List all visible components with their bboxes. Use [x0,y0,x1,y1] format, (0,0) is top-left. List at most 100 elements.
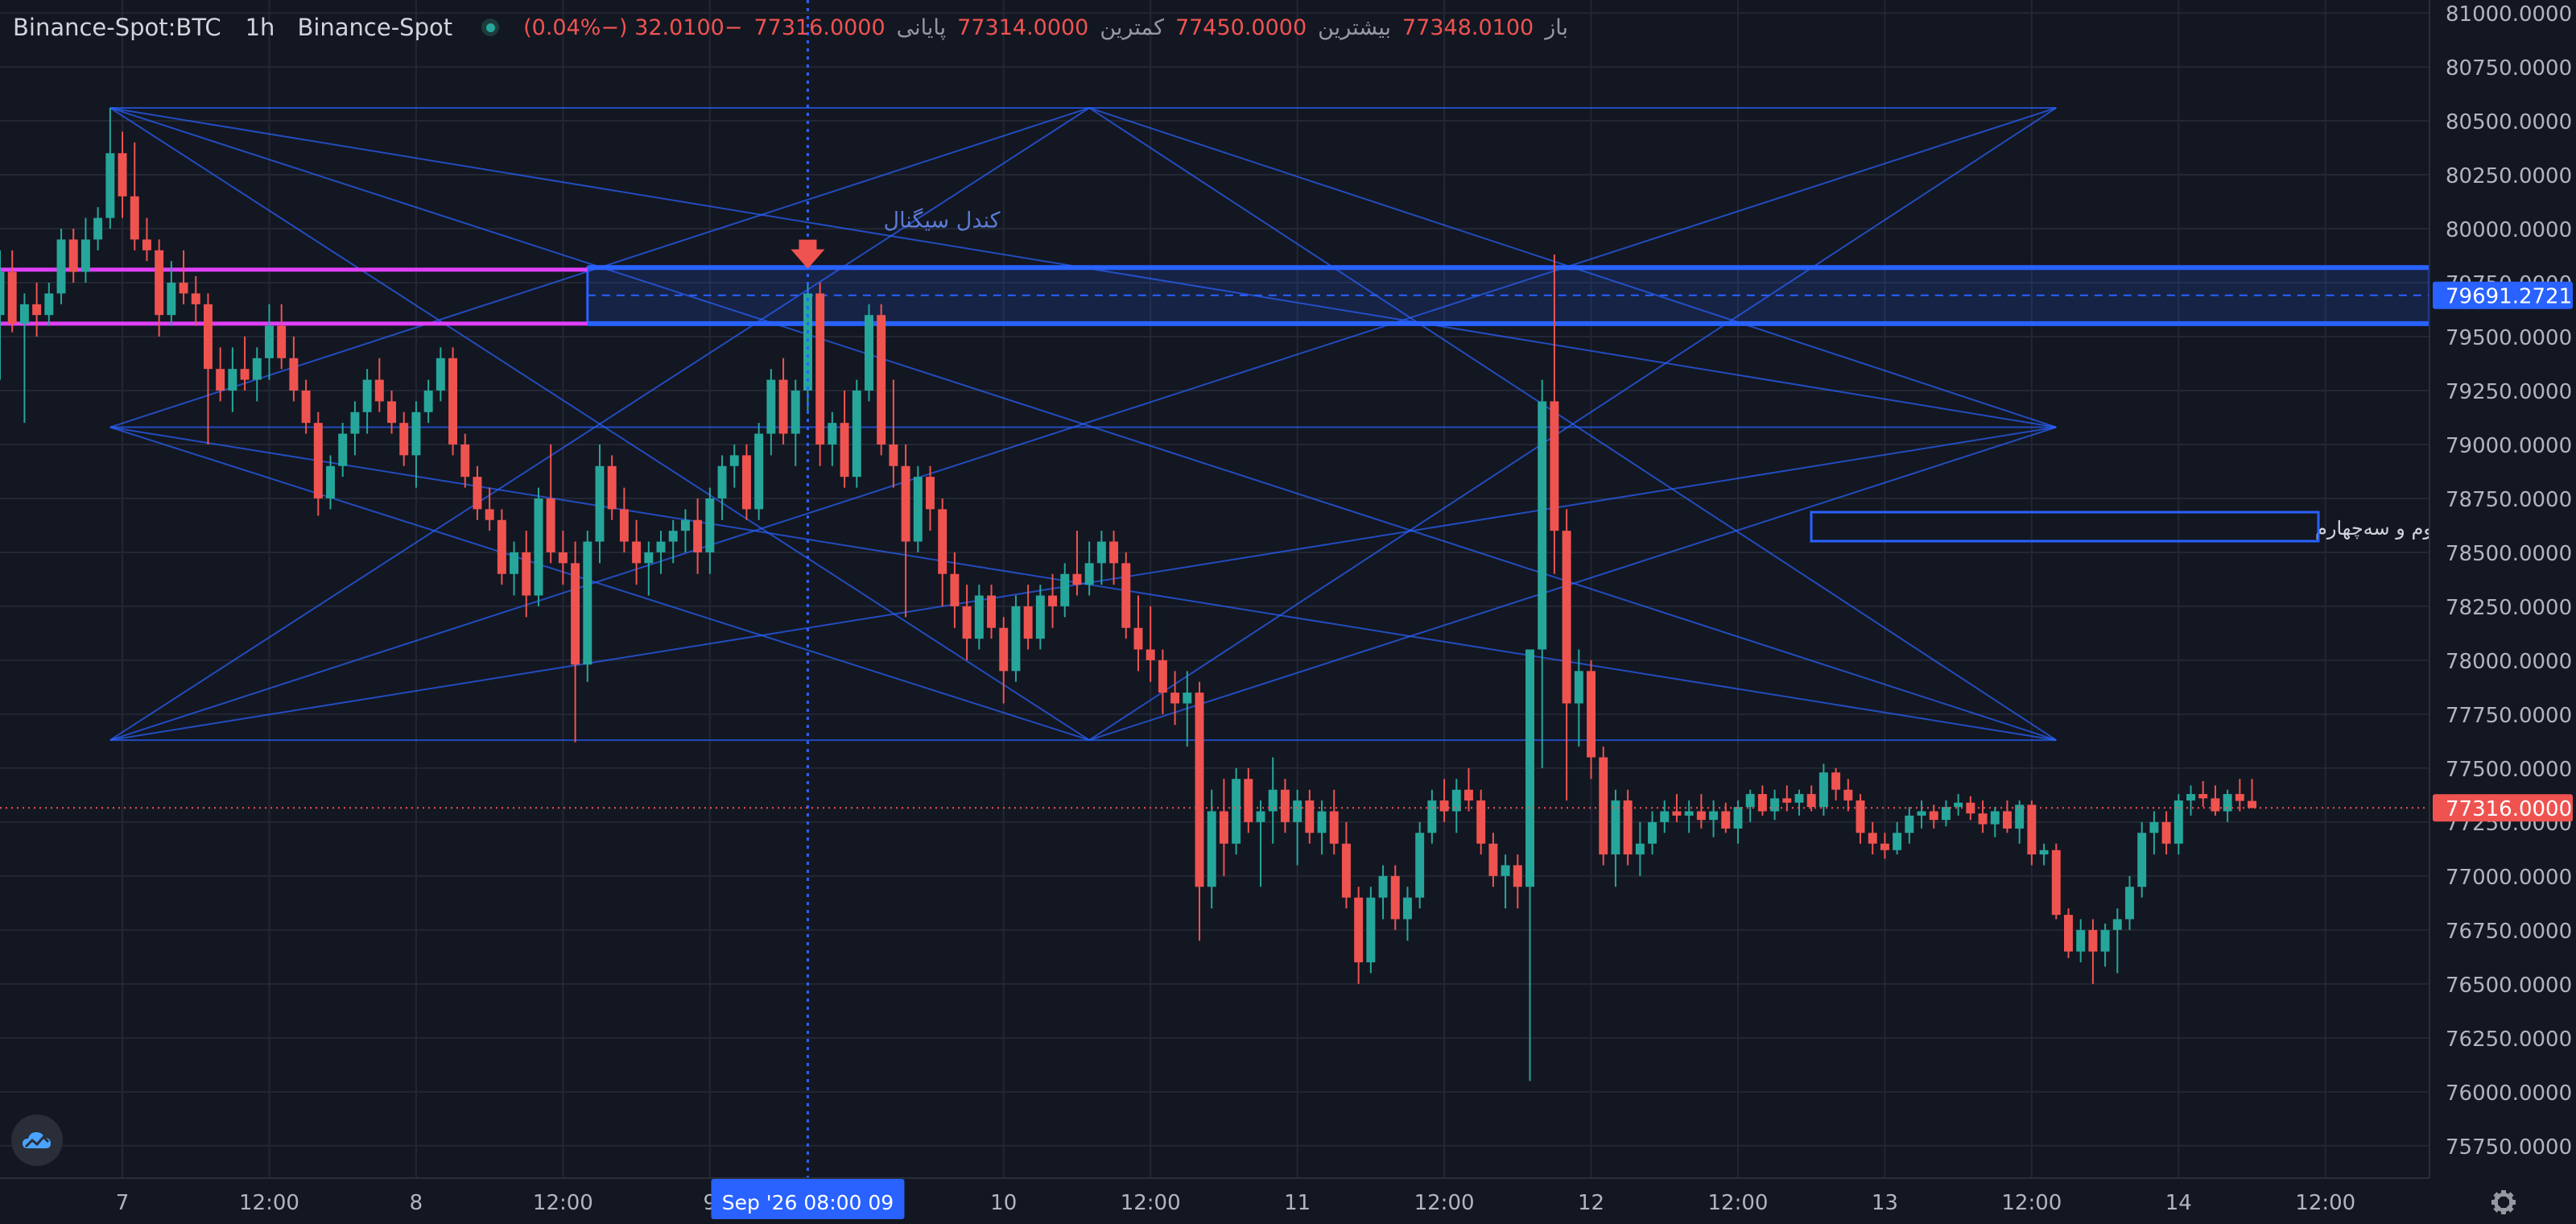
candle-body [1893,833,1902,850]
symbol-name[interactable]: Binance-Spot:BTC [13,14,221,41]
candle-body [595,465,605,542]
candle-body [1268,789,1278,812]
candle-body [680,519,690,531]
current-price-tag: 77316.0000 [2433,794,2573,822]
candle [815,283,825,466]
candle [1513,854,1522,909]
candle [1599,746,1608,866]
candle [0,250,5,380]
candle-body [1232,779,1241,844]
candle-body [510,552,519,574]
candle-body [240,369,250,380]
candle-body [1280,789,1290,822]
low-label: کمترین [1100,14,1164,40]
time-tick-label: 8 [410,1191,423,1215]
candle-body [1684,811,1694,816]
candle [2015,800,2025,844]
candle [105,107,115,229]
box-annotation-frame [1810,511,2320,543]
candle [32,283,42,337]
candle-body [693,519,703,552]
candle-body [938,509,947,574]
candle [1745,789,1755,822]
candle-body [1072,573,1082,585]
candle [2064,908,2073,958]
candle-body [2161,821,2171,844]
candle-body [1378,875,1388,898]
price-tick-label: 79500.0000 [2446,326,2572,350]
candle [729,444,739,488]
high-value: 77450.0000 [1174,14,1307,40]
candle [680,509,690,552]
candle-body [974,595,984,639]
candle-body [926,477,935,510]
candle [1133,595,1143,672]
candle-body [1048,595,1058,606]
price-tick-label: 77000.0000 [2446,866,2572,890]
candle-body [1660,811,1670,822]
candle-body [1806,794,1816,808]
close-value: 77316.0000 [753,14,886,40]
time-tick-label: 13 [1872,1191,1898,1215]
candle-body [32,304,42,316]
candle-body [1856,800,1865,833]
candle [1818,763,1828,816]
candle [1488,833,1498,887]
candle-body [1941,807,1951,821]
candle [1709,800,1719,837]
market-status-icon [481,19,500,36]
candle-body [497,519,506,574]
candle [2100,923,2110,967]
candle [950,552,960,628]
candle [1232,767,1241,855]
candle-body [1709,811,1719,821]
candle [2186,785,2195,816]
candle [877,304,886,456]
candle-body [877,315,886,445]
candle-body [436,358,445,391]
candle [938,498,947,606]
candle-body [987,595,996,628]
candle-body [1818,772,1828,808]
candle-body [1757,794,1767,812]
candle-body [387,401,397,424]
candle [1770,789,1780,821]
candle-body [1146,649,1155,660]
candle-body [0,271,5,316]
candle [619,487,629,552]
candle [191,275,200,326]
candle-body [1550,401,1559,531]
candle-body [815,293,825,445]
time-tick-label: 12:00 [2001,1191,2062,1215]
candle-body [1207,811,1216,887]
candle [999,617,1009,704]
candle [1794,789,1804,816]
candle [2076,919,2086,963]
candle [1048,573,1058,628]
candle-body [56,239,66,294]
price-tick-label: 79250.0000 [2446,380,2572,404]
logo-cloud-icon[interactable] [11,1114,63,1166]
candle [2174,794,2183,855]
timeframe-label[interactable]: 1h [245,14,275,41]
candle-body [1451,789,1461,812]
candle [1451,779,1461,833]
candle [1574,649,1583,747]
settings-gear-icon[interactable] [2491,1190,2516,1214]
candle [2198,780,2208,808]
candle-body [717,465,727,498]
time-tick-label: 7 [116,1191,130,1215]
candle [1207,789,1216,909]
candle [130,142,139,250]
candle [374,358,384,412]
candle-body [1843,789,1853,801]
candle-body [7,271,17,324]
candle-body [571,563,580,665]
price-tick-label: 77750.0000 [2446,704,2572,728]
candle [632,519,642,585]
price-tick-label: 80750.0000 [2446,56,2572,81]
candle-body [1244,779,1253,822]
